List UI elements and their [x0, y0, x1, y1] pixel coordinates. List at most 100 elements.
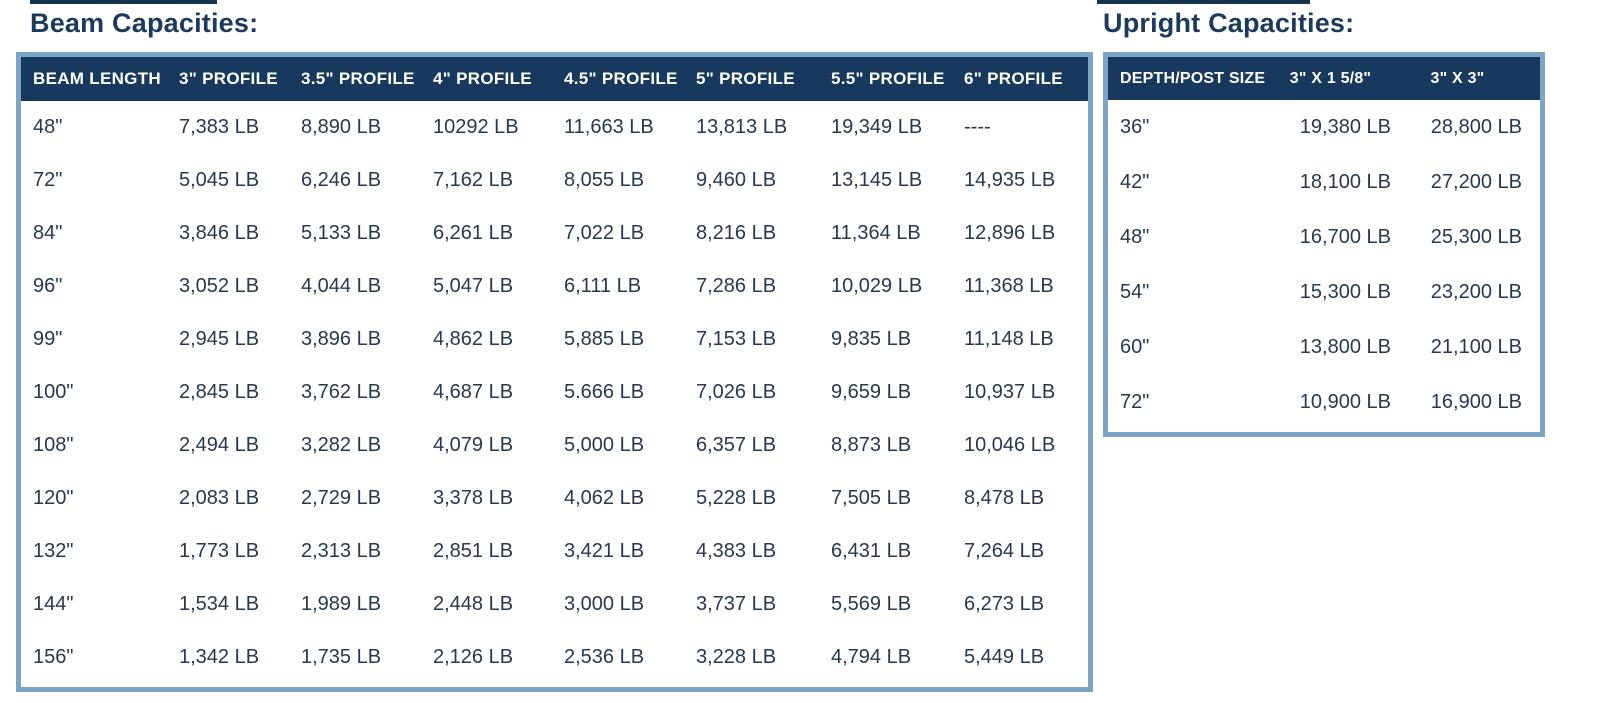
table-cell: 2,851 LB: [433, 540, 514, 562]
table-cell: 28,800 LB: [1430, 116, 1522, 138]
table-cell: 3,378 LB: [433, 487, 514, 509]
column-header: 4.5" PROFILE: [552, 57, 684, 101]
table-cell: 19,349 LB: [831, 116, 923, 138]
table-cell: 16,900 LB: [1430, 391, 1522, 413]
upright-capacities-table: DEPTH/POST SIZE 3" X 1 5/8" 3" X 3" 36" 19,3…: [1108, 57, 1540, 430]
table-cell: 3,052 LB: [179, 275, 260, 297]
table-cell: 3,000 LB: [564, 593, 645, 615]
table-cell: 36": [1120, 116, 1150, 138]
table-row: 156" 1,342 LB 1,735 LB 2,126 LB 2,536 LB 3,22…: [21, 631, 1088, 684]
header-row: DEPTH/POST SIZE 3" X 1 5/8" 3" X 3": [1108, 57, 1540, 100]
table-cell: 7,022 LB: [564, 222, 645, 244]
table-cell: 156": [33, 646, 74, 668]
column-header: 3" X 1 5/8": [1268, 57, 1393, 100]
table-cell: 4,062 LB: [564, 487, 645, 509]
table-cell: 9,835 LB: [831, 328, 912, 350]
column-header: 6" PROFILE: [952, 57, 1088, 101]
table-cell: 6,111 LB: [564, 275, 642, 297]
table-cell: 3,421 LB: [564, 540, 645, 562]
table-cell: 5,047 LB: [433, 275, 514, 297]
table-row: 99" 2,945 LB 3,896 LB 4,862 LB 5,885 LB 7,153…: [21, 313, 1088, 366]
table-cell: 21,100 LB: [1430, 336, 1522, 358]
table-cell: 96": [33, 275, 63, 297]
table-cell: 10292 LB: [433, 116, 519, 138]
table-cell: 1,773 LB: [179, 540, 260, 562]
column-header: 4" PROFILE: [421, 57, 552, 101]
table-row: 132" 1,773 LB 2,313 LB 2,851 LB 3,421 LB 4,38…: [21, 525, 1088, 578]
table-cell: 23,200 LB: [1430, 281, 1522, 303]
table-cell: 8,478 LB: [964, 487, 1045, 509]
table-row: 42" 18,100 LB 27,200 LB: [1108, 155, 1540, 210]
table-row: 48" 16,700 LB 25,300 LB: [1108, 210, 1540, 265]
column-header: 3" PROFILE: [167, 57, 289, 101]
table-cell: 4,383 LB: [696, 540, 777, 562]
table-cell: 5,569 LB: [831, 593, 912, 615]
table-cell: 5,133 LB: [301, 222, 382, 244]
table-cell: 72": [1120, 391, 1150, 413]
table-cell: 4,862 LB: [433, 328, 514, 350]
column-header: BEAM LENGTH: [21, 57, 167, 101]
table-cell: 11,368 LB: [964, 275, 1054, 297]
upright-capacities-table-container: DEPTH/POST SIZE 3" X 1 5/8" 3" X 3" 36" 19,3…: [1103, 52, 1545, 437]
table-cell: 60": [1120, 336, 1150, 358]
table-row: 60" 13,800 LB 21,100 LB: [1108, 320, 1540, 375]
table-cell: 5.666 LB: [564, 381, 645, 403]
table-row: 54" 15,300 LB 23,200 LB: [1108, 265, 1540, 320]
table-row: 108" 2,494 LB 3,282 LB 4,079 LB 5,000 LB 6,35…: [21, 419, 1088, 472]
table-cell: 84": [33, 222, 63, 244]
table-cell: 12,896 LB: [964, 222, 1056, 244]
beam-capacities-table-container: BEAM LENGTH 3" PROFILE 3.5" PROFILE 4" PROF…: [16, 52, 1093, 692]
table-cell: 13,145 LB: [831, 169, 923, 191]
table-cell: 3,896 LB: [301, 328, 382, 350]
table-cell: 4,044 LB: [301, 275, 382, 297]
upright-capacities-title: Upright Capacities:: [1103, 8, 1355, 38]
table-cell: 8,890 LB: [301, 116, 382, 138]
table-cell: 7,383 LB: [179, 116, 260, 138]
table-cell: 100": [33, 381, 74, 403]
table-cell: 11,663 LB: [564, 116, 654, 138]
table-cell: 2,845 LB: [179, 381, 260, 403]
table-row: 72" 10,900 LB 16,900 LB: [1108, 375, 1540, 430]
table-cell: 6,246 LB: [301, 169, 382, 191]
column-header: 3.5" PROFILE: [289, 57, 421, 101]
table-cell: 132": [33, 540, 74, 562]
column-header: 5.5" PROFILE: [819, 57, 952, 101]
table-cell: 42": [1120, 171, 1150, 193]
table-cell: 7,026 LB: [696, 381, 777, 403]
table-cell: 5,449 LB: [964, 646, 1045, 668]
table-cell: 6,431 LB: [831, 540, 912, 562]
table-cell: 1,534 LB: [179, 593, 260, 615]
table-cell: 13,813 LB: [696, 116, 788, 138]
column-header: 3" X 3": [1393, 57, 1540, 100]
table-cell: 3,737 LB: [696, 593, 777, 615]
table-cell: 9,460 LB: [696, 169, 777, 191]
table-cell: 2,448 LB: [433, 593, 514, 615]
table-row: 72" 5,045 LB 6,246 LB 7,162 LB 8,055 LB 9,460…: [21, 154, 1088, 207]
table-cell: 4,687 LB: [433, 381, 514, 403]
column-header: 5" PROFILE: [684, 57, 819, 101]
table-cell: 7,153 LB: [696, 328, 777, 350]
table-cell: 8,216 LB: [696, 222, 777, 244]
table-cell: 1,342 LB: [179, 646, 260, 668]
table-cell: 72": [33, 169, 63, 191]
beam-capacities-title: Beam Capacities:: [30, 8, 259, 38]
table-cell: 2,729 LB: [301, 487, 382, 509]
table-row: 36" 19,380 LB 28,800 LB: [1108, 100, 1540, 155]
table-row: 120" 2,083 LB 2,729 LB 3,378 LB 4,062 LB 5,22…: [21, 472, 1088, 525]
table-cell: 16,700 LB: [1299, 226, 1391, 248]
table-cell: 5,228 LB: [696, 487, 777, 509]
table-cell: 6,273 LB: [964, 593, 1045, 615]
table-row: 100" 2,845 LB 3,762 LB 4,687 LB 5.666 LB 7,02…: [21, 366, 1088, 419]
table-cell: 2,536 LB: [564, 646, 645, 668]
cropped-content-artifact: [1097, 0, 1310, 4]
table-cell: 10,900 LB: [1299, 391, 1391, 413]
table-cell: 10,046 LB: [964, 434, 1056, 456]
table-cell: 7,286 LB: [696, 275, 777, 297]
table-cell: 10,937 LB: [964, 381, 1056, 403]
table-cell: 5,045 LB: [179, 169, 260, 191]
table-cell: ----: [964, 116, 991, 138]
table-cell: 48": [33, 116, 63, 138]
table-row: 96" 3,052 LB 4,044 LB 5,047 LB 6,111 LB 7,286…: [21, 260, 1088, 313]
table-cell: 3,282 LB: [301, 434, 382, 456]
table-cell: 5,885 LB: [564, 328, 645, 350]
